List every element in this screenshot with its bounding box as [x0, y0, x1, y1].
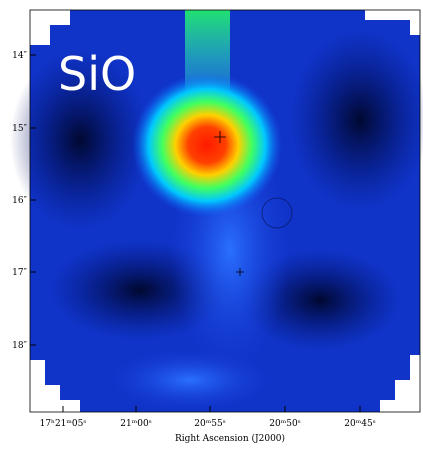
y-tick-label: 14″: [12, 51, 27, 61]
y-tick-label: 15″: [12, 124, 27, 134]
map-label: SiO: [58, 47, 136, 101]
x-tick-label: 20ᵐ50ˢ: [269, 419, 300, 429]
y-tick-label: 17″: [12, 268, 27, 278]
x-tick-label: 17ʰ21ᵐ05ˢ: [40, 419, 87, 429]
frame: [29, 9, 421, 413]
intensity-map: [10, 10, 423, 412]
x-tick-label: 20ᵐ45ˢ: [344, 419, 375, 429]
y-tick-label: 18″: [12, 341, 27, 351]
y-ticks: 14″ 15″ 16″ 17″ 18″: [12, 51, 36, 351]
x-tick-label: 21ᵐ00ˢ: [120, 419, 151, 429]
markers: [214, 131, 293, 276]
y-tick-label: 16″: [12, 196, 27, 206]
x-axis-title: Right Ascension (J2000): [175, 433, 285, 444]
x-tick-label: 20ᵐ55ˢ: [194, 419, 225, 429]
x-ticks: 17ʰ21ᵐ05ˢ 21ᵐ00ˢ 20ᵐ55ˢ 20ᵐ50ˢ 20ᵐ45ˢ: [40, 406, 376, 429]
